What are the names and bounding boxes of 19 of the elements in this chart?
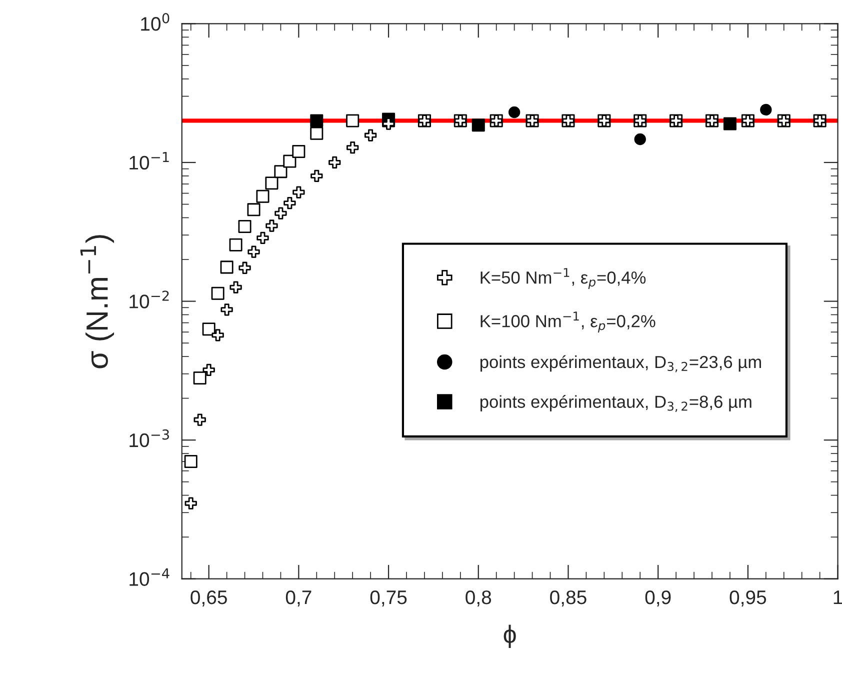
- y-tick-label: 10$^{0}$: [141, 13, 170, 31]
- x-axis-title: ϕ: [504, 624, 516, 648]
- y-tick-label: 10$^{−1}$: [130, 152, 169, 170]
- x-tick-label: 0,75: [370, 590, 407, 607]
- legend-label: K=50 Nm$^{−1}$, ε$_{p}$=0,4%: [480, 268, 646, 289]
- y-axis-title: σ (N.m$^{−1}$): [80, 235, 114, 368]
- x-tick-label: 0,65: [190, 590, 227, 607]
- x-tick-label: 0,7: [286, 590, 312, 607]
- x-tick-label: 0,95: [730, 590, 766, 607]
- y-tick-label: 10$^{−3}$: [130, 429, 169, 448]
- legend-label: points expérimentaux, D$_{3,2}$=23,6 µm: [480, 355, 761, 372]
- y-tick-label: 10$^{−2}$: [130, 290, 169, 308]
- x-tick-label: 1: [834, 590, 842, 604]
- x-tick-label: 0,9: [645, 590, 671, 607]
- x-tick-label: 0,85: [550, 590, 586, 607]
- y-tick-label: 10$^{−4}$: [130, 568, 170, 586]
- x-tick-label: 0,8: [466, 590, 492, 607]
- legend-label: K=100 Nm$^{−1}$, ε$_{p}$=0,2%: [480, 312, 656, 333]
- legend-label: points expérimentaux, D$_{3,2}$=8,6 µm: [480, 394, 752, 412]
